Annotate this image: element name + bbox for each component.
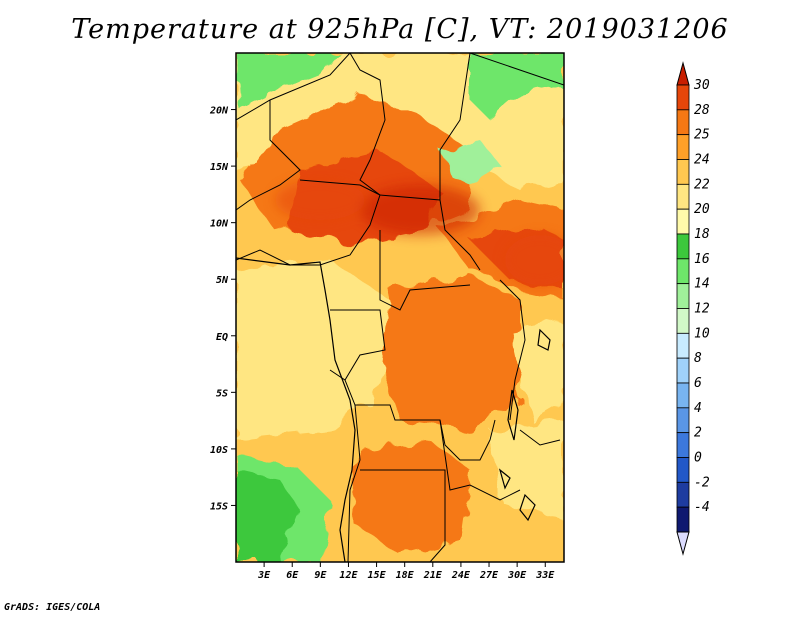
lakes — [498, 328, 551, 522]
lat-tick-label: 20N — [209, 106, 229, 117]
colorbar-swatch — [676, 457, 690, 483]
colorbar-swatch — [676, 109, 690, 136]
colorbar-swatch — [676, 357, 690, 384]
lon-tick-label: 21E — [423, 570, 443, 581]
colorbar-label: 22 — [694, 177, 710, 192]
colorbar-label: 28 — [694, 103, 710, 118]
colorbar-swatch — [676, 183, 690, 210]
lon-tick-label: 27E — [479, 570, 499, 581]
lon-tick-label: 3E — [257, 570, 271, 581]
colorbar-label: -2 — [694, 475, 710, 490]
lat-tick-label: 10N — [210, 219, 229, 230]
colorbar-swatch — [676, 233, 690, 260]
lon-tick-label: 33E — [535, 570, 555, 581]
colorbar-swatch — [676, 258, 690, 285]
colorbar-swatch — [676, 481, 690, 508]
colorbar-label: 18 — [694, 227, 710, 242]
colorbar-swatch — [676, 283, 690, 309]
colorbar-label: 24 — [694, 153, 710, 168]
lon-tick-label: 18E — [396, 570, 415, 581]
colorbar-label: 16 — [694, 252, 710, 267]
colorbar-label: 20 — [694, 202, 710, 217]
colorbar-label: 6 — [694, 376, 702, 391]
colorbar-swatch — [676, 308, 690, 334]
colorbar-swatch — [676, 332, 690, 359]
longitude-axis: 3E 6E 9E 12E 15E 18E 21E 24E 27E 30E 33E — [257, 562, 555, 581]
colorbar-label: 30 — [693, 78, 710, 93]
colorbar-label: 2 — [694, 426, 702, 441]
colorbar-swatch — [676, 84, 690, 111]
lon-tick-label: 9E — [314, 570, 327, 581]
colorbar-swatch — [676, 407, 690, 434]
colorbar-label: 14 — [694, 277, 710, 292]
country-borders — [236, 53, 564, 562]
colorbar-over-arrow — [676, 61, 690, 86]
colorbar-swatch — [676, 134, 690, 160]
lat-tick-label: 15S — [210, 501, 228, 512]
colorbar-label: 10 — [694, 326, 710, 341]
colorbar-swatch — [676, 432, 690, 458]
map-frame — [235, 52, 565, 563]
colorbar-swatch — [676, 159, 690, 185]
lat-tick-label: 10S — [210, 445, 228, 456]
lat-tick-label: EQ — [216, 332, 228, 343]
colorbar-swatch — [676, 208, 690, 235]
lon-tick-label: 15E — [368, 570, 387, 581]
colorbar-swatch — [676, 506, 690, 533]
temperature-field — [236, 53, 564, 562]
lat-tick-label: 5N — [216, 275, 229, 286]
lon-tick-label: 6E — [286, 570, 299, 581]
lon-tick-label: 24E — [451, 570, 471, 581]
colorbar-label: 12 — [694, 302, 710, 317]
colorbar-label: 8 — [694, 351, 702, 366]
lat-tick-label: 15N — [210, 162, 229, 173]
latitude-axis: 20N 15N 10N 5N EQ 5S 10S 15S — [209, 106, 236, 512]
lat-tick-label: 5S — [216, 388, 228, 399]
colorbar-label: 4 — [694, 401, 702, 416]
colorbar-label: -4 — [694, 500, 710, 515]
lon-tick-label: 12E — [339, 570, 358, 581]
footer-credit: GrADS: IGES/COLA — [4, 602, 101, 613]
coastline — [236, 257, 356, 562]
lon-tick-label: 30E — [507, 570, 527, 581]
colorbar-label: 0 — [694, 451, 702, 466]
colorbar-swatch — [676, 382, 690, 409]
colorbar-under-arrow — [676, 531, 690, 556]
chart-title: Temperature at 925hPa [C], VT: 201903120… — [71, 14, 729, 45]
colorbar-label: 25 — [694, 128, 710, 143]
